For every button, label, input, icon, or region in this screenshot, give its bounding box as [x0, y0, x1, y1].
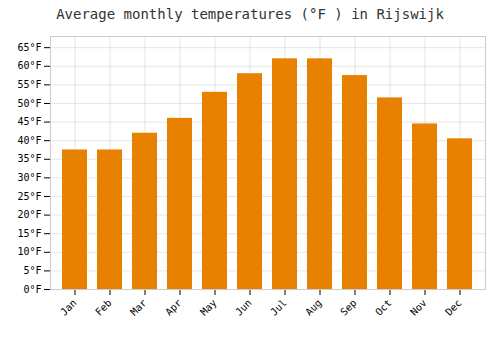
- svg-text:30°F: 30°F: [17, 172, 41, 183]
- svg-text:Apr: Apr: [163, 297, 184, 318]
- svg-text:40°F: 40°F: [17, 135, 41, 146]
- svg-text:35°F: 35°F: [17, 153, 41, 164]
- svg-text:45°F: 45°F: [17, 116, 41, 127]
- svg-text:Oct: Oct: [373, 297, 394, 318]
- svg-text:Jun: Jun: [233, 297, 254, 318]
- svg-text:May: May: [198, 297, 219, 318]
- svg-text:5°F: 5°F: [23, 265, 41, 276]
- svg-text:10°F: 10°F: [17, 246, 41, 257]
- svg-text:0°F: 0°F: [23, 284, 41, 295]
- svg-text:Sep: Sep: [338, 297, 359, 318]
- svg-text:50°F: 50°F: [17, 98, 41, 109]
- svg-text:Jan: Jan: [58, 297, 79, 318]
- svg-text:Dec: Dec: [443, 297, 464, 318]
- svg-text:Feb: Feb: [93, 297, 114, 318]
- svg-text:60°F: 60°F: [17, 60, 41, 71]
- svg-text:Jul: Jul: [268, 297, 289, 318]
- svg-text:Mar: Mar: [128, 297, 149, 318]
- svg-text:25°F: 25°F: [17, 191, 41, 202]
- svg-text:15°F: 15°F: [17, 228, 41, 239]
- svg-text:65°F: 65°F: [17, 42, 41, 53]
- html-text:Average monthly temperatures (: Average monthly temperatures (°F ) in Ri…: [56, 6, 444, 22]
- svg-text:55°F: 55°F: [17, 79, 41, 90]
- svg-text:Nov: Nov: [408, 297, 429, 318]
- svg-text:Aug: Aug: [303, 297, 324, 318]
- svg-text:20°F: 20°F: [17, 209, 41, 220]
